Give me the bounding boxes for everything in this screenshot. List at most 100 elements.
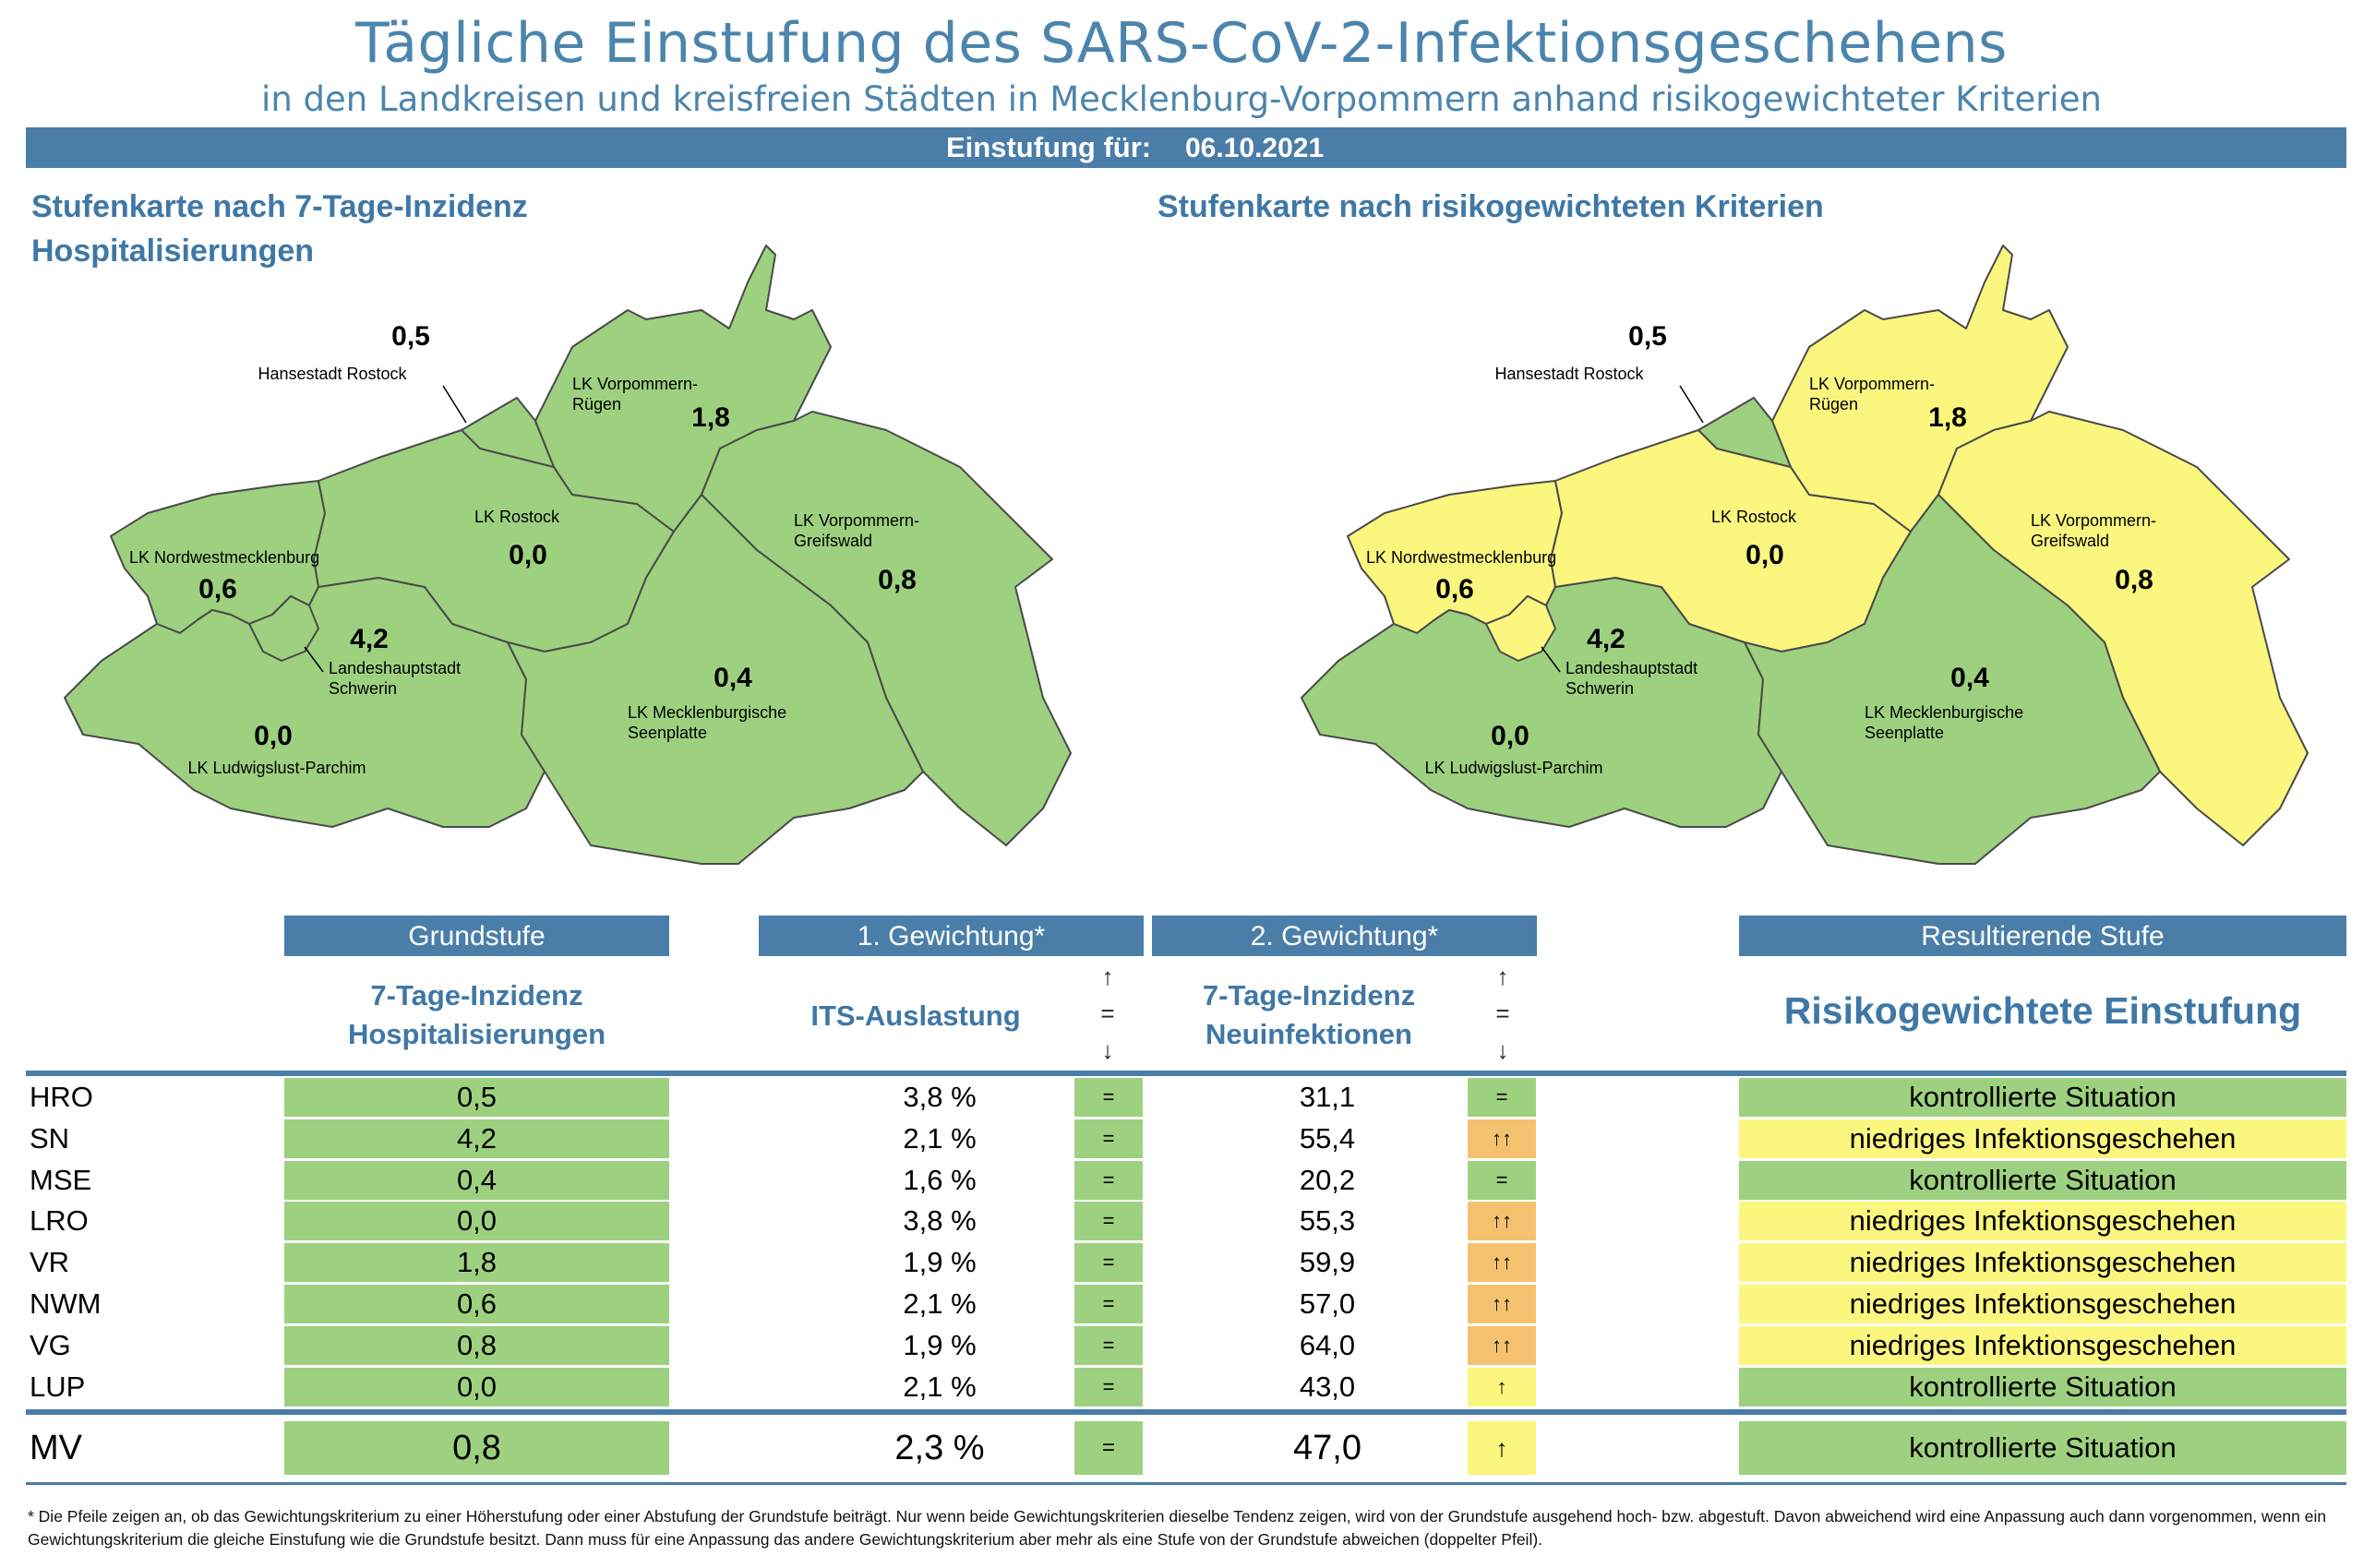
region-vr[interactable] xyxy=(534,245,832,533)
row-code: HRO xyxy=(30,1081,93,1113)
map-left: Hansestadt Rostock 0,5 LK Vorpommern-Rügen… xyxy=(64,245,1072,865)
region-value-nwm: 0,6 xyxy=(1435,574,1474,604)
map-labels-right: Hansestadt Rostock 0,5 LK Vorpommern-Rügen… xyxy=(1366,321,2156,777)
right-map-title: Stufenkarte nach risikogewichteten Krite… xyxy=(1158,189,1824,224)
table-row: VG 0,8 1,9 % = 64,0 ↑↑ niedriges Infektionsges… xyxy=(26,1325,2346,1365)
sub-gew2-line2: Neuinfektionen xyxy=(1205,1018,1412,1050)
region-name-nwm: LK Nordwestmecklenburg xyxy=(129,548,319,567)
cell-inzidenz: 20,2 xyxy=(1299,1163,1356,1196)
cell-result: niedriges Infektionsgeschehen xyxy=(1739,1285,2346,1323)
row-code: LUP xyxy=(30,1370,86,1403)
cell-result: niedriges Infektionsgeschehen xyxy=(1739,1119,2346,1158)
region-name-lup: LK Ludwigslust-Parchim xyxy=(1424,759,1602,777)
cell-inzidenz-trend: ↑↑ xyxy=(1468,1243,1536,1283)
header-grundstufe: Grundstufe xyxy=(284,916,669,956)
cell-result: niedriges Infektionsgeschehen xyxy=(1739,1325,2346,1365)
region-mse[interactable] xyxy=(507,494,924,865)
region-sn[interactable] xyxy=(1485,595,1556,662)
region-name-hro: Hansestadt Rostock xyxy=(258,365,407,383)
cell-inzidenz-trend: ↑ xyxy=(1468,1367,1536,1406)
page-subtitle: in den Landkreisen und kreisfreien Städt… xyxy=(261,79,2102,119)
sub-inzidenz-neuinfektionen: 7-Tage-Inzidenz Neuinfektionen xyxy=(1152,976,1466,1054)
row-code: SN xyxy=(30,1121,70,1155)
date-value: 06.10.2021 xyxy=(1185,133,1325,163)
region-value-hro: 0,5 xyxy=(391,321,430,352)
table-row: MSE 0,4 1,6 % = 20,2 = kontrollierte Situation xyxy=(26,1160,2346,1200)
map-right: Hansestadt Rostock 0,5 LK Vorpommern-Rügen… xyxy=(1301,245,2309,865)
cell-its-trend: = xyxy=(1074,1367,1143,1406)
table-top-rule xyxy=(26,1071,2346,1076)
region-vr[interactable] xyxy=(1771,245,2069,533)
region-name-vr: LK Vorpommern-Rügen xyxy=(572,375,698,413)
region-mse[interactable] xyxy=(1744,494,2161,865)
region-sn[interactable] xyxy=(248,595,319,662)
region-name-lro: LK Rostock xyxy=(474,508,560,526)
cell-its-auslastung: 2,1 % xyxy=(903,1287,977,1320)
region-value-lup: 0,0 xyxy=(1491,721,1529,751)
region-name-sn: Landeshauptstadt Schwerin xyxy=(329,659,461,698)
cell-inzidenz-trend: = xyxy=(1468,1160,1536,1200)
cell-its-auslastung: 1,6 % xyxy=(903,1163,977,1196)
page-title: Tägliche Einstufung des SARS-CoV-2-Infek… xyxy=(355,11,2008,76)
sub-grundstufe-line1: 7-Tage-Inzidenz xyxy=(370,979,583,1011)
table-row: LRO 0,0 3,8 % = 55,3 ↑↑ niedriges Infektionsge… xyxy=(26,1202,2346,1241)
cell-inzidenz-trend: ↑ xyxy=(1468,1421,1536,1475)
cell-grundstufe: 4,2 xyxy=(284,1119,669,1158)
cell-inzidenz-trend: ↑↑ xyxy=(1468,1285,1536,1323)
cell-result: kontrollierte Situation xyxy=(1739,1160,2346,1200)
region-name-mse: LK Mecklenburgische Seenplatte xyxy=(628,703,786,742)
region-value-vg: 0,8 xyxy=(2115,565,2153,595)
cell-inzidenz: 55,3 xyxy=(1299,1204,1356,1238)
region-value-vr: 1,8 xyxy=(691,402,730,433)
table-row: NWM 0,6 2,1 % = 57,0 ↑↑ niedriges Infektionsge… xyxy=(26,1285,2346,1323)
cell-its-trend: = xyxy=(1074,1285,1143,1323)
regions-left xyxy=(64,245,1072,865)
table-bottom-rule xyxy=(26,1482,2346,1485)
arrow-down-icon: ↓ xyxy=(1101,1036,1114,1064)
cell-inzidenz: 55,4 xyxy=(1299,1121,1356,1155)
arrow-eq-icon: = xyxy=(1100,999,1115,1027)
cell-grundstufe: 0,8 xyxy=(284,1325,669,1365)
row-code: LRO xyxy=(30,1204,89,1238)
leader-line-hro xyxy=(442,385,467,424)
table-row: LUP 0,0 2,1 % = 43,0 ↑ kontrollierte Situation xyxy=(26,1367,2346,1406)
sub-gew2-line1: 7-Tage-Inzidenz xyxy=(1202,979,1416,1011)
left-map-title: Stufenkarte nach 7-Tage-Inzidenz Hospita… xyxy=(31,189,528,269)
cell-grundstufe: 0,0 xyxy=(284,1367,669,1406)
cell-inzidenz: 47,0 xyxy=(1293,1429,1361,1467)
region-name-mse: LK Mecklenburgische Seenplatte xyxy=(1865,703,2023,742)
cell-inzidenz: 31,1 xyxy=(1299,1081,1356,1113)
cell-grundstufe: 0,0 xyxy=(284,1202,669,1241)
cell-its-auslastung: 3,8 % xyxy=(903,1204,977,1238)
cell-inzidenz: 64,0 xyxy=(1299,1328,1356,1361)
cell-result: kontrollierte Situation xyxy=(1739,1421,2346,1475)
row-code: MSE xyxy=(30,1163,92,1196)
leader-line-sn xyxy=(1541,646,1561,673)
cell-its-trend: = xyxy=(1074,1202,1143,1241)
region-value-hro: 0,5 xyxy=(1628,321,1667,352)
region-value-lup: 0,0 xyxy=(254,721,293,751)
cell-inzidenz: 59,9 xyxy=(1299,1246,1356,1279)
cell-grundstufe: 0,4 xyxy=(284,1160,669,1200)
sub-grundstufe-line2: Hospitalisierungen xyxy=(347,1018,606,1050)
arrow-key-2: ↑ = ↓ xyxy=(1484,958,1521,1069)
cell-inzidenz: 43,0 xyxy=(1299,1370,1356,1403)
cell-inzidenz-trend: ↑↑ xyxy=(1468,1202,1536,1241)
cell-its-trend: = xyxy=(1074,1078,1143,1117)
cell-grundstufe: 0,6 xyxy=(284,1285,669,1323)
cell-its-trend: = xyxy=(1074,1243,1143,1283)
table-row: HRO 0,5 3,8 % = 31,1 = kontrollierte Situation xyxy=(26,1078,2346,1117)
cell-its-auslastung: 1,9 % xyxy=(903,1246,977,1279)
region-name-nwm: LK Nordwestmecklenburg xyxy=(1366,548,1556,567)
cell-its-auslastung: 2,1 % xyxy=(903,1370,977,1403)
header-gewichtung-1: 1. Gewichtung* xyxy=(759,916,1144,956)
leader-line-sn xyxy=(304,646,324,673)
cell-inzidenz-trend: ↑↑ xyxy=(1468,1119,1536,1158)
cell-its-trend: = xyxy=(1074,1160,1143,1200)
map-labels-left: Hansestadt Rostock 0,5 LK Vorpommern-Rügen… xyxy=(129,321,919,777)
sub-risikogewichtete-einstufung: Risikogewichtete Einstufung xyxy=(1783,989,2302,1032)
cell-its-auslastung: 3,8 % xyxy=(903,1081,977,1113)
region-value-vr: 1,8 xyxy=(1928,402,1967,433)
cell-inzidenz-trend: = xyxy=(1468,1078,1536,1117)
cell-its-trend: = xyxy=(1074,1325,1143,1365)
